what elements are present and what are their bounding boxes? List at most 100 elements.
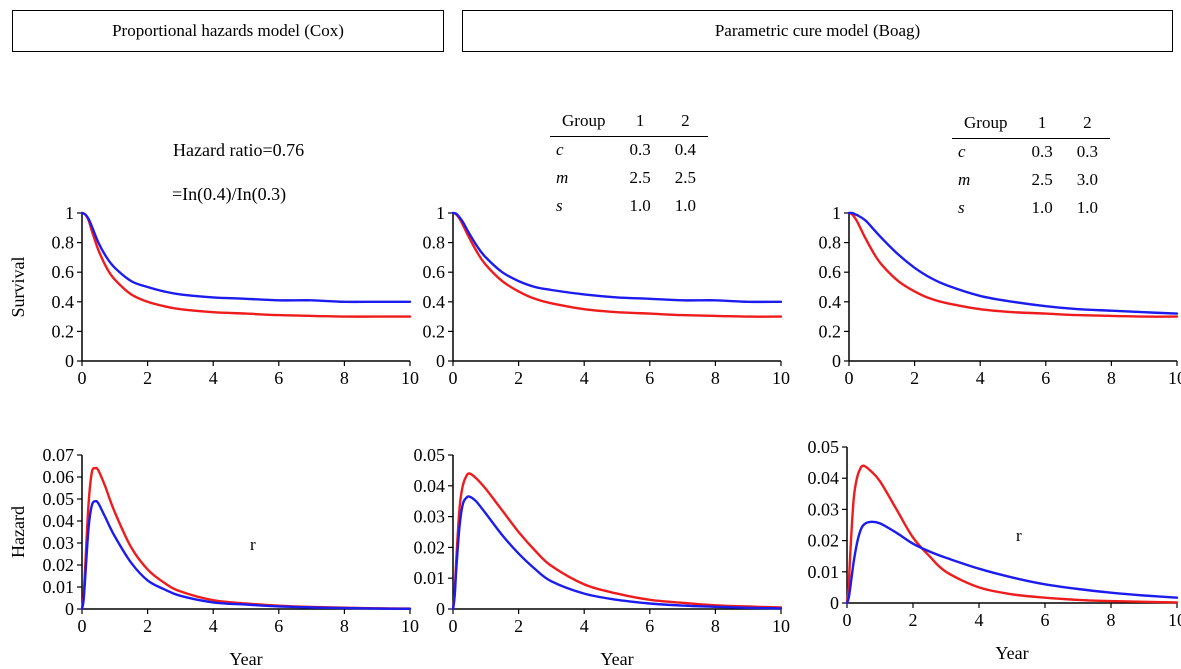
y-tick-label: 0	[65, 351, 74, 371]
x-tick-label: 8	[711, 368, 720, 388]
params-table-cell: 3.0	[1076, 170, 1098, 189]
x-tick-label: 2	[910, 368, 919, 388]
x-tick-label: 10	[1168, 368, 1181, 388]
params-table-cell: 1	[1019, 110, 1065, 139]
x-tick-label: 8	[340, 616, 349, 636]
y-tick-label: 0.02	[43, 555, 75, 575]
y-tick-label: 0.6	[819, 262, 842, 282]
y-tick-label: 0	[830, 593, 839, 613]
y-tick-label: 0.05	[808, 437, 840, 457]
y-tick-label: 1	[436, 203, 445, 223]
y-tick-label: 1	[832, 203, 841, 223]
y-tick-label: 0.01	[414, 568, 446, 588]
y-tick-label: 0.8	[52, 233, 75, 253]
y-tick-label: 0.05	[414, 445, 446, 465]
x-tick-label: 0	[78, 368, 87, 388]
x-tick-label: 10	[772, 616, 790, 636]
series-line	[847, 211, 1179, 318]
y-tick-label: 0.03	[43, 533, 75, 553]
y-tick-label: 0.2	[52, 321, 75, 341]
params-table-cell: 0.3	[1076, 142, 1098, 161]
x-tick-label: 4	[580, 368, 589, 388]
params-table-cell: 1.0	[1076, 198, 1098, 217]
x-tick-label: 0	[845, 368, 854, 388]
params-table-cell: 2	[1064, 110, 1110, 139]
x-tick-label: 0	[449, 616, 458, 636]
x-tick-label: 0	[843, 610, 852, 630]
x-tick-label: 8	[1107, 610, 1116, 630]
x-tick-label: 4	[209, 616, 218, 636]
params-table-cell: 2.5	[629, 168, 651, 187]
ratio-formula-label: =In(0.4)/In(0.3)	[172, 184, 287, 204]
marker-label: r	[250, 535, 256, 554]
series-line	[451, 211, 783, 304]
y-tick-label: 0	[436, 599, 445, 619]
series-line	[80, 499, 412, 611]
x-tick-label: 2	[143, 368, 152, 388]
x-tick-label: 6	[274, 616, 283, 636]
x-tick-label: 2	[514, 368, 523, 388]
x-tick-label: 2	[514, 616, 523, 636]
series-line	[451, 495, 783, 611]
y-tick-label: 0.05	[43, 489, 75, 509]
y-tick-label: 1	[65, 203, 74, 223]
params-table-row: s 1.0 1.0	[550, 193, 708, 221]
y-axis-label: Survival	[8, 257, 28, 318]
params-table-cell: Group	[952, 110, 1020, 139]
x-tick-label: 8	[1107, 368, 1116, 388]
params-table-cell: 0.4	[674, 140, 696, 159]
y-tick-label: 0.04	[808, 468, 840, 488]
params-table-row: s 1.0 1.0	[952, 195, 1110, 223]
cox-model-header-label: Proportional hazards model (Cox)	[112, 21, 344, 40]
series-line	[80, 211, 412, 304]
marker-label: r	[1016, 526, 1022, 545]
params-table-cell: 1.0	[1031, 198, 1053, 217]
y-axis-label: Hazard	[8, 506, 28, 558]
x-tick-label: 4	[580, 616, 589, 636]
series-line	[845, 520, 1179, 605]
y-tick-label: 0.01	[808, 562, 840, 582]
cox-model-header: Proportional hazards model (Cox)	[12, 10, 444, 52]
y-tick-label: 0.4	[819, 292, 842, 312]
params-table-cell: Group	[550, 108, 618, 137]
y-tick-label: 0.02	[414, 537, 446, 557]
y-tick-label: 0.07	[43, 445, 75, 465]
params-table-cell: 2	[662, 108, 708, 137]
x-tick-label: 8	[340, 368, 349, 388]
y-tick-label: 0	[832, 351, 841, 371]
params-table-row: m 2.5 3.0	[952, 167, 1110, 195]
params-table-cell: c	[556, 140, 564, 159]
x-tick-label: 4	[975, 610, 984, 630]
y-tick-label: 0	[436, 351, 445, 371]
params-table-cell: 2.5	[674, 168, 696, 187]
params-table-cell: 0.3	[629, 140, 651, 159]
x-axis-label: Year	[600, 649, 633, 669]
y-tick-label: 0.02	[808, 531, 840, 551]
params-table-cell: s	[556, 196, 563, 215]
x-axis-label: Year	[995, 643, 1028, 663]
x-tick-label: 10	[1168, 610, 1181, 630]
y-tick-label: 0.03	[414, 507, 446, 527]
x-tick-label: 6	[274, 368, 283, 388]
params-table-cell: m	[958, 170, 971, 189]
y-tick-label: 0.04	[43, 511, 75, 531]
x-tick-label: 2	[143, 616, 152, 636]
x-tick-label: 6	[1041, 610, 1050, 630]
x-axis-label: Year	[229, 649, 262, 669]
params-table-header-row: Group 1 2	[952, 110, 1110, 139]
params-table-cell: 1	[617, 108, 663, 137]
y-tick-label: 0.6	[423, 262, 446, 282]
params-table-cell: 2.5	[1031, 170, 1053, 189]
series-line	[847, 211, 1179, 315]
x-tick-label: 8	[711, 616, 720, 636]
series-line	[845, 464, 1179, 605]
x-tick-label: 6	[645, 368, 654, 388]
params-table-boag1: Group 1 2 c 0.3 0.4 m 2.5 2.5 s 1.0 1.0	[550, 108, 708, 221]
params-table-cell: 1.0	[629, 196, 651, 215]
series-line	[80, 466, 412, 611]
y-tick-label: 0.6	[52, 262, 75, 282]
hazard-ratio-label: Hazard ratio=0.76	[173, 140, 305, 160]
y-tick-label: 0.06	[43, 467, 75, 487]
y-tick-label: 0	[65, 599, 74, 619]
